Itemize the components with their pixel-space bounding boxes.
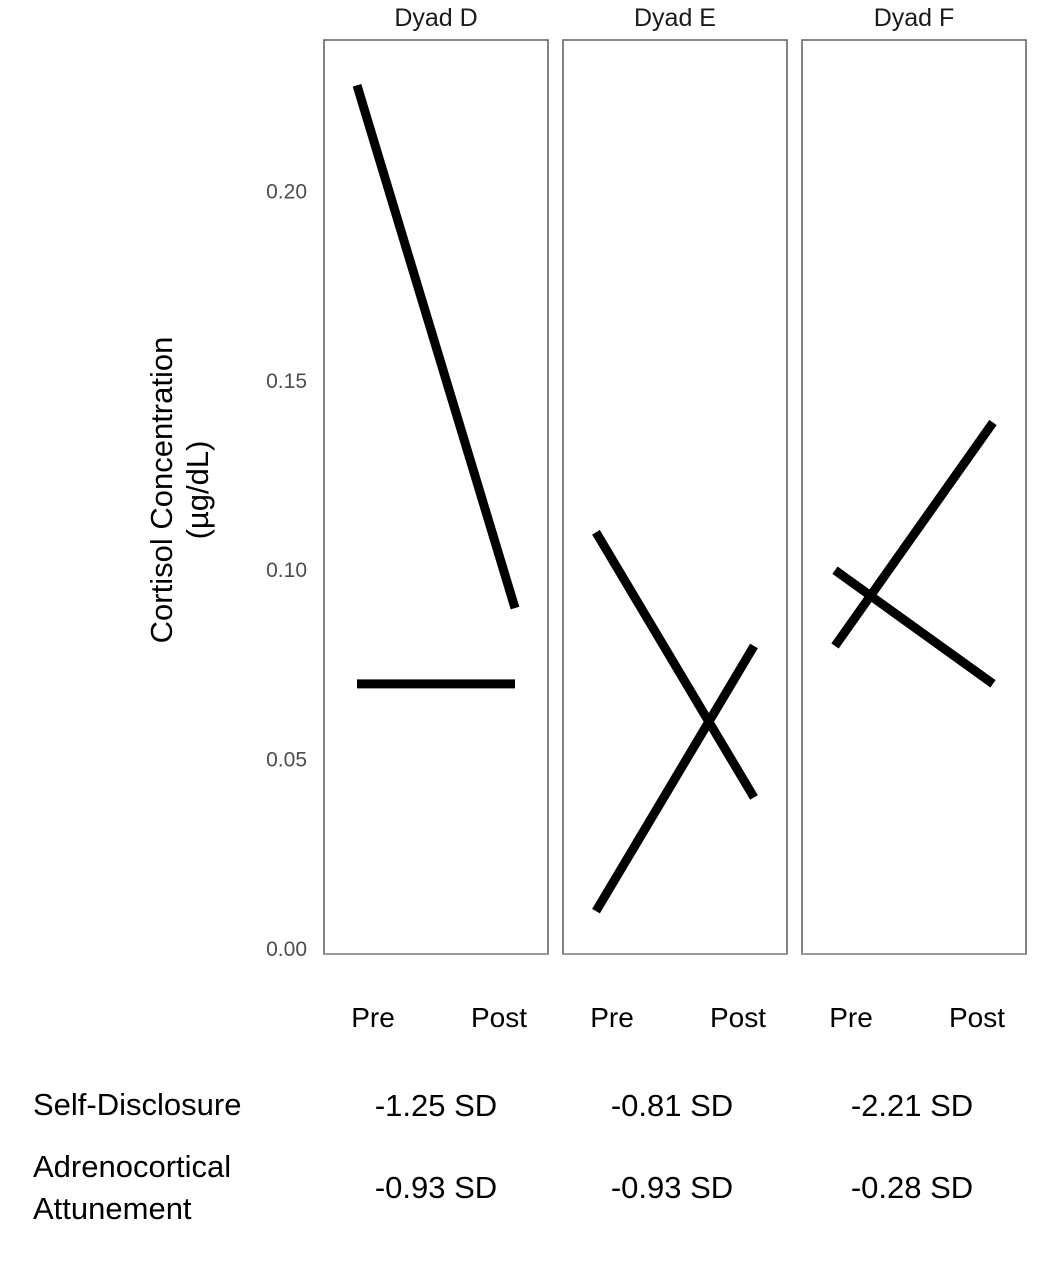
panel-frame-0 <box>323 39 549 955</box>
panel-title-1: Dyad E <box>634 4 716 32</box>
attunement-value-dyad-e: -0.93 SD <box>610 1170 734 1205</box>
self-disclosure-value-dyad-e: -0.81 SD <box>610 1088 734 1123</box>
attunement-value-dyad-f: -0.28 SD <box>850 1170 974 1205</box>
attunement-value-dyad-d: -0.93 SD <box>374 1170 498 1205</box>
cortisol-chart: Cortisol Concentration (µg/dL) 0.000.050… <box>144 4 1027 1033</box>
panel-frame-1 <box>562 39 788 955</box>
y-tick-label-0: 0.00 <box>266 938 307 961</box>
y-axis-ticks: 0.00 0.05 0.10 0.15 0.20 <box>266 180 307 961</box>
row-label-self-disclosure: Self-Disclosure <box>33 1087 242 1122</box>
y-tick-label-2: 0.10 <box>266 559 307 582</box>
self-disclosure-value-dyad-f: -2.21 SD <box>850 1088 974 1123</box>
row-label-adrenocortical: Adrenocortical <box>33 1149 232 1184</box>
y-tick-label-3: 0.15 <box>266 370 307 393</box>
series-line-2-1 <box>832 566 996 688</box>
series-line-1-1 <box>592 643 758 914</box>
row-label-attunement: Attunement <box>33 1191 192 1226</box>
x-tick-label-1-1: Post <box>710 1002 766 1033</box>
panel-title-0: Dyad D <box>394 4 477 32</box>
panel-0: Dyad D Pre Post <box>323 4 549 1033</box>
x-tick-label-1-0: Pre <box>590 1002 634 1033</box>
x-tick-label-0-0: Pre <box>351 1002 395 1033</box>
y-axis-label: Cortisol Concentration (µg/dL) <box>144 337 215 644</box>
panel-1: Dyad E Pre Post <box>562 4 788 1033</box>
series-line-2-0 <box>831 419 997 649</box>
panel-title-2: Dyad F <box>874 4 955 32</box>
self-disclosure-value-dyad-d: -1.25 SD <box>374 1088 498 1123</box>
panel-frame-2 <box>801 39 1027 955</box>
panel-2: Dyad F Pre Post <box>801 4 1027 1033</box>
series-line-1-0 <box>592 530 758 800</box>
x-tick-label-2-0: Pre <box>829 1002 873 1033</box>
series-line-0-0 <box>352 84 520 610</box>
x-tick-label-0-1: Post <box>471 1002 527 1033</box>
y-axis-unit: (µg/dL) <box>180 441 215 540</box>
y-tick-label-1: 0.05 <box>266 749 307 772</box>
y-tick-label-4: 0.20 <box>266 180 307 203</box>
chart-panels: Dyad D Pre Post Dyad E Pre Post Dyad F Pre Post <box>323 4 1027 1033</box>
y-axis-title: Cortisol Concentration <box>144 337 179 644</box>
x-tick-label-2-1: Post <box>949 1002 1005 1033</box>
